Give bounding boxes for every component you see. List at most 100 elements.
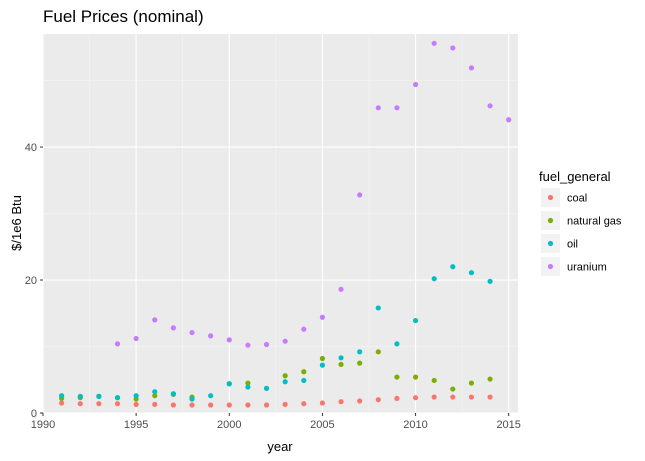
x-axis-ticks: 1990 1995 2000 2005 2010 2015 [31, 413, 521, 431]
data-point [282, 373, 288, 379]
data-point [412, 81, 419, 88]
data-point [245, 380, 251, 386]
data-point [77, 393, 83, 399]
data-point [96, 393, 102, 399]
data-point [450, 45, 456, 51]
legend-label: coal [567, 193, 587, 205]
legend: fuel_general coal natural gas oil uranium [539, 169, 622, 276]
data-point [170, 402, 176, 408]
data-point [338, 286, 344, 292]
data-point [319, 355, 326, 362]
x-tick-label: 1995 [124, 419, 148, 431]
data-point [133, 393, 139, 399]
data-point [468, 270, 475, 276]
data-point [263, 385, 270, 391]
x-tick-label: 2005 [310, 419, 334, 431]
series-uranium [114, 40, 512, 348]
y-tick-label: 40 [25, 142, 37, 154]
data-point [487, 376, 493, 382]
legend-marker [547, 194, 554, 201]
legend-marker [547, 240, 554, 247]
legend-marker [547, 263, 554, 270]
x-tick-label: 2015 [496, 419, 520, 431]
data-point [226, 381, 232, 387]
data-point [431, 377, 437, 384]
data-point [263, 341, 270, 348]
data-point [338, 355, 344, 361]
series-coal [59, 394, 493, 408]
data-point [394, 105, 400, 111]
data-point [263, 402, 270, 408]
data-point [59, 393, 65, 399]
data-point [431, 276, 437, 282]
plot-panel [43, 34, 518, 413]
data-point [208, 402, 214, 408]
major-gridlines [42, 34, 518, 414]
data-point [133, 401, 139, 407]
data-point [357, 349, 363, 355]
data-point [394, 374, 400, 380]
data-point [468, 394, 475, 400]
data-point [189, 402, 195, 408]
data-point [357, 398, 363, 404]
data-point [114, 341, 121, 347]
data-point [319, 400, 326, 406]
data-point [114, 401, 121, 407]
data-point [301, 369, 307, 375]
x-axis-title: year [267, 439, 293, 454]
series-oil [59, 264, 493, 402]
data-point [357, 360, 363, 366]
data-point [375, 397, 381, 403]
legend-label: oil [567, 239, 578, 251]
data-point [301, 326, 307, 332]
data-point [226, 337, 232, 343]
data-point [152, 389, 158, 395]
data-point [412, 395, 419, 401]
legend-marker [547, 217, 554, 224]
data-point [301, 401, 307, 407]
data-point [431, 394, 437, 400]
x-tick-label: 2000 [217, 419, 241, 431]
data-point [506, 117, 512, 123]
data-point [208, 393, 214, 399]
data-point [245, 402, 251, 408]
data-point [394, 395, 400, 401]
data-point [170, 325, 176, 331]
data-point [450, 386, 456, 392]
data-point [319, 362, 326, 368]
data-point [189, 396, 195, 402]
data-point [375, 349, 381, 355]
data-point [77, 401, 83, 407]
data-point [450, 264, 456, 270]
data-point [301, 377, 307, 384]
data-point [152, 317, 158, 323]
data-point [431, 40, 437, 46]
data-point [245, 342, 251, 348]
data-point [282, 338, 288, 344]
data-point [319, 314, 326, 320]
y-tick-label: 20 [25, 275, 37, 287]
data-point [487, 103, 493, 109]
data-point [412, 374, 419, 380]
data-point [468, 65, 475, 71]
y-axis-ticks: 0 20 40 [25, 142, 43, 420]
data-point [468, 380, 475, 386]
data-point [226, 402, 232, 408]
data-point [133, 335, 139, 342]
data-point [114, 395, 121, 401]
data-point [245, 384, 251, 390]
data-point [450, 394, 456, 400]
data-point [487, 394, 493, 400]
data-point [96, 401, 102, 407]
data-point [59, 400, 65, 406]
data-point [282, 379, 288, 385]
data-point [375, 105, 381, 111]
chart-title: Fuel Prices (nominal) [43, 7, 204, 26]
minor-gridlines [43, 34, 518, 413]
data-point [170, 391, 176, 397]
data-point [338, 399, 344, 405]
data-point [375, 305, 381, 311]
data-point [152, 401, 158, 407]
data-point [357, 192, 363, 198]
